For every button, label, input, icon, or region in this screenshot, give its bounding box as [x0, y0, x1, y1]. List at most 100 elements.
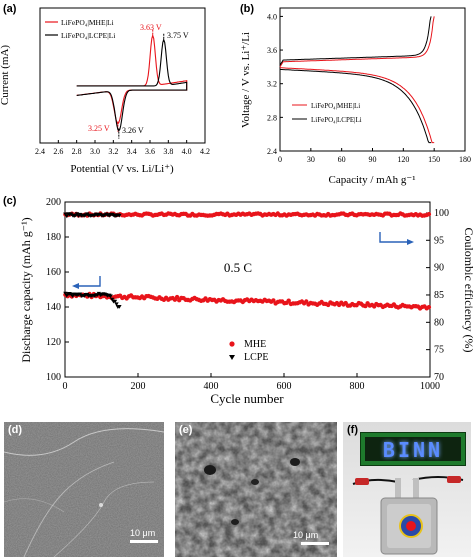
scale-bar: [130, 540, 158, 543]
y2-tick-label: 75: [434, 345, 444, 356]
scale-bar: [301, 542, 329, 545]
y2-tick-label: 95: [434, 235, 444, 246]
x-tick-label: 4.2: [200, 147, 210, 156]
scale-label: 10 μm: [293, 530, 319, 540]
annotation-rate: 0.5 C: [224, 260, 252, 275]
lcpe-ce-point: [63, 212, 68, 217]
mhe-capacity-point: [286, 298, 291, 303]
panel-f-label: (f): [347, 424, 358, 436]
x-tick-label: 0: [63, 381, 68, 392]
panel-e-label: (e): [179, 424, 193, 436]
lcpe-ce-point: [64, 214, 69, 219]
panel-a-cv-chart: (a) 2.4 2.6 2.8 3.0 3.2 3.4 3.6 3.8 4.0 4.2 Curre…: [0, 3, 210, 175]
panel-f-photo: (f) BINN: [343, 422, 471, 557]
panel-e-sem-image: (e) 10 μm: [175, 422, 337, 557]
x-tick-label: 3.6: [145, 147, 155, 156]
y-tick-label: 2.4: [267, 147, 277, 156]
y-axis-label: Voltage / V vs. Li⁺/Li: [240, 32, 252, 128]
x-tick-label: 90: [369, 155, 377, 164]
lcpe-capacity-point: [112, 299, 118, 304]
x-tick-label: 180: [459, 155, 471, 164]
panel-b-label: (b): [240, 3, 254, 15]
arrow-right-axis: [379, 232, 408, 243]
annotation-lcpe-ox: 3.75 V: [167, 31, 189, 40]
x-tick-label: 200: [131, 381, 146, 392]
x-axis-label: Potential (V vs. Li/Li⁺): [70, 163, 174, 175]
led-display: [365, 437, 461, 461]
lcpe-capacity-point: [109, 297, 115, 302]
lcpe-ce-point: [117, 213, 122, 218]
series-lcpe-discharge: [279, 68, 432, 144]
mhe-capacity-point: [174, 294, 180, 300]
led-text: BINN: [382, 438, 444, 462]
y-tick-label: 2.8: [267, 113, 277, 122]
y-axis-right-label: Coulombic efficiency (%): [462, 227, 474, 352]
y-tick-label: 120: [46, 337, 61, 348]
y-tick-label: 3.2: [267, 80, 277, 89]
lcpe-capacity-point: [117, 305, 122, 309]
series-mhe-charge: [279, 16, 435, 68]
annotation-mhe-ox: 3.63 V: [140, 23, 162, 32]
x-tick-label: 2.6: [53, 147, 63, 156]
panel-b-voltage-chart: (b) 0 30 60 90 120 150 180 2.4 2.8 3.2 3.6 4.0 Volt…: [240, 3, 471, 186]
plot-frame: [64, 201, 431, 378]
arrow-left-head: [72, 283, 79, 289]
x-tick-label: 150: [428, 155, 440, 164]
x-tick-label: 1000: [420, 381, 440, 392]
y-tick-label: 200: [46, 197, 61, 208]
legend-lcpe: LiFePO₄|LCPE|Li: [311, 116, 362, 124]
series-mhe-cv: [76, 33, 188, 125]
x-ticks: 2.4 2.6 2.8 3.0 3.2 3.4 3.6 3.8 4.0 4.2: [35, 29, 210, 156]
panel-a-label: (a): [3, 3, 17, 15]
y-axis-left-label: Discharge capacity (mAh g⁻¹): [19, 217, 33, 362]
sem-texture: [175, 422, 337, 557]
y-tick-label: 140: [46, 302, 61, 313]
panel-c-cycling-chart: (c) 0 200 400 600 800 1000 100 120 140 160 180 200 7…: [3, 195, 474, 406]
legend-mhe: MHE: [244, 339, 266, 350]
lcpe-capacity-point: [114, 302, 119, 307]
y2-tick-label: 80: [434, 317, 444, 328]
plot-frame: [279, 7, 466, 152]
legend-marker-lcpe: [229, 355, 235, 360]
legend-mhe: LiFePO₄|MHE|Li: [311, 102, 360, 110]
x-tick-label: 600: [277, 381, 292, 392]
y2-tick-label: 85: [434, 290, 444, 301]
y-axis-label: Current (mA): [0, 45, 11, 106]
panel-d-sem-image: (d) 10 μm: [4, 422, 164, 557]
arrow-right-head: [407, 239, 414, 245]
annotation-lcpe-red: 3.26 V: [122, 126, 144, 135]
series-lcpe-cv: [76, 38, 188, 132]
x-tick-label: 3.0: [90, 147, 100, 156]
x-axis-label: Capacity / mAh g⁻¹: [328, 174, 415, 186]
panel-d-label: (d): [8, 424, 23, 436]
x-tick-label: 3.8: [163, 147, 173, 156]
annotation-mhe-red: 3.25 V: [88, 124, 110, 133]
x-tick-label: 60: [338, 155, 346, 164]
y2-tick-label: 100: [434, 208, 449, 219]
series-mhe-discharge: [279, 67, 435, 144]
y2-tick-label: 70: [434, 372, 444, 383]
x-tick-label: 30: [307, 155, 315, 164]
led-board: BINN: [360, 432, 466, 466]
x-tick-label: 120: [397, 155, 409, 164]
x-tick-label: 400: [204, 381, 219, 392]
y2-tick-label: 90: [434, 263, 444, 274]
x-tick-label: 3.2: [108, 147, 118, 156]
x-tick-label: 2.8: [72, 147, 82, 156]
y-tick-label: 3.6: [267, 46, 277, 55]
data-points: [63, 211, 432, 311]
x-tick-label: 800: [350, 381, 365, 392]
axis-ticks: 0 30 60 90 120 150 180 2.4 2.8 3.2 3.6 4.0: [267, 12, 471, 164]
panel-c-label: (c): [3, 195, 17, 207]
lcpe-capacity-point: [108, 294, 113, 299]
legend-lcpe: LCPE: [244, 352, 268, 363]
y-tick-label: 160: [46, 267, 61, 278]
y-tick-label: 180: [46, 232, 61, 243]
legend-lcpe: LiFePO₄|LCPE|Li: [61, 31, 115, 40]
battery-and-wires: [352, 476, 464, 555]
arrow-left-axis: [77, 276, 101, 287]
x-tick-label: 0: [278, 155, 282, 164]
mhe-ce-point: [426, 212, 432, 217]
x-tick-label: 4.0: [182, 147, 192, 156]
sem-texture: [4, 422, 164, 557]
